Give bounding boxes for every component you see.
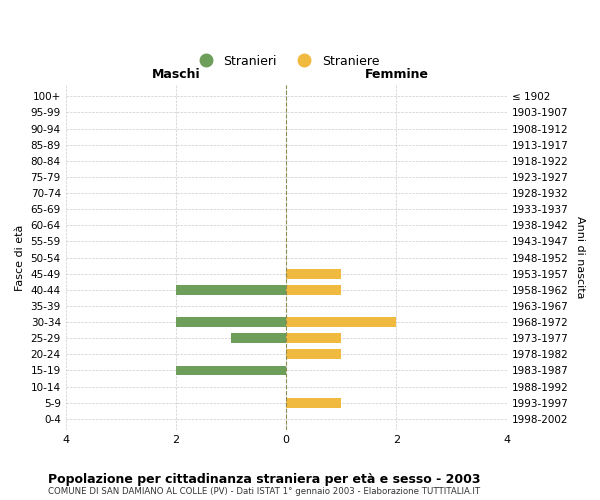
Text: COMUNE DI SAN DAMIANO AL COLLE (PV) - Dati ISTAT 1° gennaio 2003 - Elaborazione : COMUNE DI SAN DAMIANO AL COLLE (PV) - Da… [48,488,480,496]
Legend: Stranieri, Straniere: Stranieri, Straniere [188,50,384,73]
Bar [176,317,286,327]
Bar [286,398,341,407]
Bar [286,350,341,359]
Y-axis label: Fasce di età: Fasce di età [15,224,25,290]
Text: Popolazione per cittadinanza straniera per età e sesso - 2003: Popolazione per cittadinanza straniera p… [48,472,481,486]
Bar [286,317,397,327]
Text: Maschi: Maschi [152,68,200,82]
Text: Femmine: Femmine [364,68,428,82]
Y-axis label: Anni di nascita: Anni di nascita [575,216,585,299]
Bar [176,366,286,376]
Bar [286,334,341,343]
Bar [286,285,341,294]
Bar [176,285,286,294]
Bar [286,269,341,278]
Bar [231,334,286,343]
